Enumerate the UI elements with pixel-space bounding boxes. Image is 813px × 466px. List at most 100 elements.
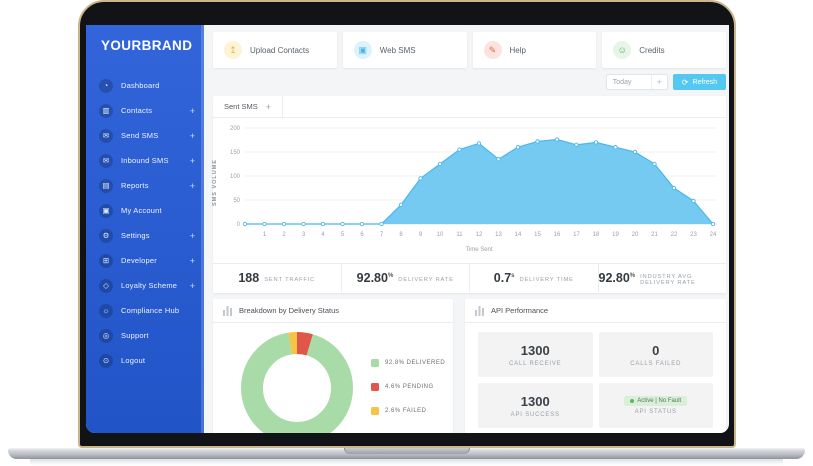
expand-plus-icon[interactable]: + bbox=[189, 280, 195, 291]
expand-plus-icon[interactable]: + bbox=[189, 155, 195, 166]
expand-plus-icon[interactable]: + bbox=[189, 105, 195, 116]
stat-label: SENT TRAFFIC bbox=[264, 276, 316, 283]
api-card-value: 1300 bbox=[520, 342, 550, 358]
sidebar-item-label: Send SMS bbox=[121, 131, 159, 140]
refresh-label: Refresh bbox=[692, 78, 717, 86]
api-card-api-status: Active | No Fault API STATUS bbox=[598, 383, 713, 428]
stat-industry-avg-delivery-rate: 92.80% INDUSTRY AVG DELIVERY RATE bbox=[599, 264, 727, 292]
sidebar-item-label: Reports bbox=[121, 181, 149, 190]
chart-tab-bar: Sent SMS + bbox=[213, 96, 726, 118]
svg-text:150: 150 bbox=[230, 150, 241, 156]
upload-icon: ↥ bbox=[224, 41, 242, 59]
tab-label: Sent SMS bbox=[224, 102, 258, 111]
sidebar-item-label: My Account bbox=[121, 206, 162, 215]
period-selector: Today + bbox=[605, 74, 668, 90]
svg-text:10: 10 bbox=[437, 232, 444, 238]
breakdown-title: Breakdown by Delivery Status bbox=[239, 306, 340, 315]
sidebar-item-loyalty-scheme[interactable]: ◇ Loyalty Scheme + bbox=[86, 273, 204, 298]
svg-text:14: 14 bbox=[515, 232, 522, 238]
bar-chart-icon bbox=[223, 305, 232, 316]
sidebar-item-my-account[interactable]: ▣ My Account bbox=[86, 198, 204, 223]
legend-label: 92.8% DELIVERED bbox=[385, 360, 446, 366]
svg-text:23: 23 bbox=[690, 232, 697, 238]
svg-text:20: 20 bbox=[632, 232, 639, 238]
stat-unit: % bbox=[387, 272, 394, 279]
sidebar-item-label: Developer bbox=[121, 256, 157, 265]
bottom-panels: Breakdown by Delivery Status 92.8% DELIV… bbox=[213, 299, 726, 433]
stat-unit: s bbox=[511, 272, 515, 279]
sidebar-item-compliance-hub[interactable]: ☼ Compliance Hub bbox=[86, 298, 204, 323]
add-period-button[interactable]: + bbox=[650, 75, 667, 89]
sidebar-item-inbound-sms[interactable]: ✉ Inbound SMS + bbox=[86, 148, 204, 173]
laptop-base bbox=[8, 448, 805, 459]
sidebar-item-dashboard[interactable]: ◔ Dashboard bbox=[86, 73, 204, 98]
refresh-icon: ⟳ bbox=[681, 77, 689, 87]
contacts-icon: ▥ bbox=[99, 103, 113, 118]
logout-power-icon: ⊙ bbox=[99, 353, 113, 368]
svg-text:3: 3 bbox=[302, 232, 306, 238]
sms-volume-plot: SMS VOLUME 0 50 100 150 200 1 2 3 4 5 6 7 8 9 10 11 12 13… bbox=[212, 118, 726, 263]
api-card-call-receive: 1300 CALL RECEIVE bbox=[478, 332, 593, 377]
settings-icon: ⚙ bbox=[99, 228, 113, 243]
expand-plus-icon[interactable]: + bbox=[189, 230, 195, 241]
legend-label: 2.6% FAILED bbox=[385, 408, 427, 414]
sidebar-item-logout[interactable]: ⊙ Logout bbox=[86, 348, 204, 373]
quick-card-label: Help bbox=[509, 45, 526, 55]
svg-text:200: 200 bbox=[230, 126, 241, 132]
laptop-shadow bbox=[30, 459, 783, 465]
expand-plus-icon[interactable]: + bbox=[189, 130, 195, 141]
sidebar-item-label: Logout bbox=[121, 356, 146, 365]
my-account-icon: ▣ bbox=[99, 203, 113, 218]
api-card-value: 0 bbox=[652, 342, 660, 358]
developer-icon: ⊞ bbox=[99, 253, 113, 268]
stat-value: 188 bbox=[238, 271, 260, 285]
api-status-badge: Active | No Fault bbox=[624, 396, 688, 406]
svg-text:22: 22 bbox=[671, 232, 678, 238]
sidebar-item-reports[interactable]: ▤ Reports + bbox=[86, 173, 204, 198]
expand-plus-icon[interactable]: + bbox=[189, 255, 195, 266]
api-card-label: API SUCCESS bbox=[510, 411, 560, 418]
stat-value: 92.80% bbox=[598, 271, 636, 285]
stat-value: 92.80% bbox=[356, 271, 394, 285]
svg-text:7: 7 bbox=[380, 232, 384, 238]
quick-card-web-sms[interactable]: ▣ Web SMS bbox=[342, 32, 467, 68]
tab-sent-sms[interactable]: Sent SMS + bbox=[213, 96, 284, 117]
quick-card-credits[interactable]: ☺ Credits bbox=[602, 32, 726, 68]
add-tab-button[interactable]: + bbox=[265, 101, 272, 112]
svg-text:17: 17 bbox=[573, 232, 580, 238]
reports-icon: ▤ bbox=[99, 178, 113, 193]
help-pen-icon: ✎ bbox=[483, 41, 502, 59]
quick-card-upload-contacts[interactable]: ↥ Upload Contacts bbox=[213, 32, 337, 68]
stat-sent-traffic: 188 SENT TRAFFIC bbox=[213, 264, 342, 292]
svg-text:15: 15 bbox=[534, 232, 541, 238]
send-sms-icon: ✉ bbox=[99, 128, 113, 143]
stat-delivery-rate: 92.80% DELIVERY RATE bbox=[342, 264, 470, 292]
expand-plus-icon[interactable]: + bbox=[189, 180, 195, 191]
legend-item-pending: 4.6% PENDING bbox=[371, 383, 445, 391]
refresh-button[interactable]: ⟳ Refresh bbox=[672, 74, 726, 90]
delivery-donut-chart bbox=[241, 332, 353, 433]
legend-swatch bbox=[371, 383, 379, 391]
sidebar-item-developer[interactable]: ⊞ Developer + bbox=[86, 248, 204, 273]
svg-text:12: 12 bbox=[476, 232, 483, 238]
sidebar-item-label: Settings bbox=[121, 231, 150, 240]
donut-legend: 92.8% DELIVERED 4.6% PENDING 2.6% FAILED bbox=[371, 359, 445, 431]
stat-unit: % bbox=[629, 272, 636, 279]
period-select[interactable]: Today bbox=[612, 78, 632, 86]
legend-swatch bbox=[371, 359, 379, 367]
svg-text:9: 9 bbox=[419, 232, 423, 238]
sidebar-item-settings[interactable]: ⚙ Settings + bbox=[86, 223, 204, 248]
brand-logo: YOURBRAND bbox=[101, 38, 193, 53]
sidebar-item-support[interactable]: ◎ Support bbox=[86, 323, 204, 348]
sidebar-item-send-sms[interactable]: ✉ Send SMS + bbox=[86, 123, 204, 148]
stat-label: INDUSTRY AVG DELIVERY RATE bbox=[640, 273, 696, 286]
sidebar-item-label: Loyalty Scheme bbox=[121, 281, 178, 290]
stats-row: 188 SENT TRAFFIC 92.80% DELIVERY RATE 0.7s DE… bbox=[213, 263, 726, 292]
sidebar-item-label: Support bbox=[121, 331, 149, 340]
quick-card-help[interactable]: ✎ Help bbox=[472, 32, 597, 68]
y-axis-title: SMS VOLUME bbox=[212, 159, 218, 206]
sidebar-item-contacts[interactable]: ▥ Contacts + bbox=[86, 98, 204, 123]
svg-text:11: 11 bbox=[456, 232, 463, 238]
